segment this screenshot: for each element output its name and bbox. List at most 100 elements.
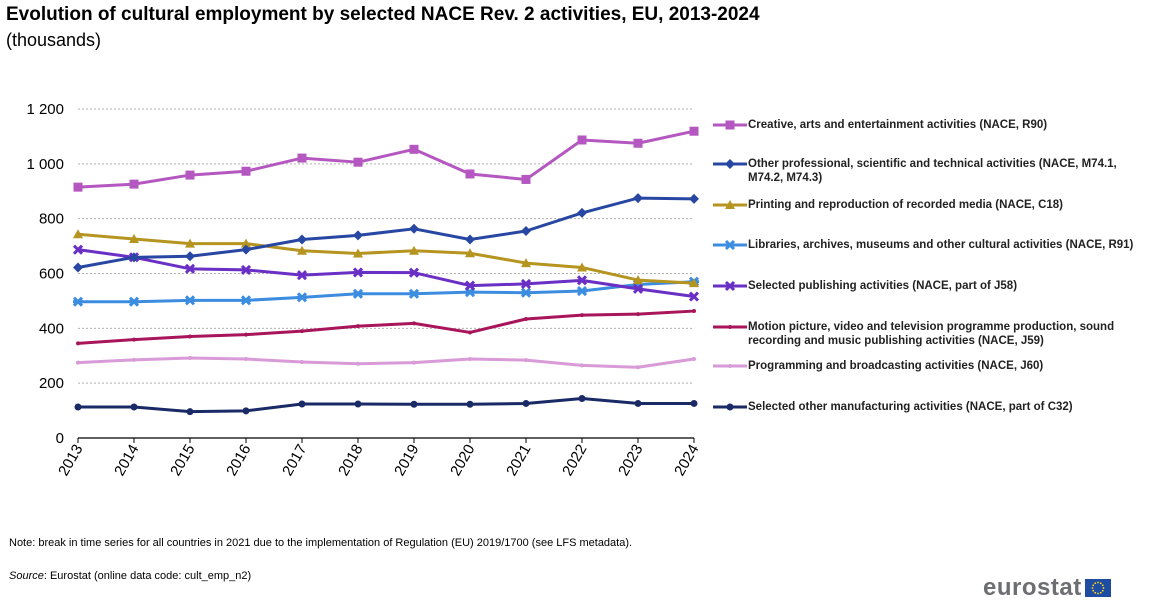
legend-marker: [726, 403, 734, 411]
x-tick-label: 2013: [55, 442, 86, 479]
data-point: [296, 270, 308, 281]
legend-item: Motion picture, video and television pro…: [712, 320, 1138, 348]
legend-marker: [725, 159, 735, 169]
legend-label: Selected other manufacturing activities …: [748, 401, 1073, 413]
data-point: [132, 337, 136, 342]
data-point: [297, 234, 307, 245]
data-point: [689, 193, 699, 204]
data-point: [465, 169, 475, 179]
data-point: [412, 360, 416, 365]
x-tick-label: 2019: [391, 442, 422, 479]
legend-marker: [724, 239, 736, 251]
flag-star: [1102, 587, 1105, 589]
data-point: [524, 358, 528, 363]
data-point: [636, 365, 640, 370]
source-label: Source: [9, 570, 44, 582]
data-point: [184, 295, 196, 306]
data-point: [188, 355, 192, 360]
data-point: [242, 407, 250, 415]
data-point: [129, 252, 139, 263]
data-point: [240, 295, 252, 306]
data-point: [73, 262, 83, 273]
y-axis-ticks: 0 200 400 600 800 1 000 1 200: [26, 101, 64, 447]
legend-item: Selected other manufacturing activities …: [712, 400, 1138, 414]
x-tick-label: 2014: [111, 442, 142, 479]
data-point: [578, 395, 586, 403]
chart-title: Evolution of cultural employment by sele…: [6, 4, 760, 25]
data-point: [409, 144, 419, 154]
data-point: [689, 126, 699, 136]
y-tick-label: 0: [56, 430, 64, 447]
data-point: [129, 233, 139, 243]
data-point: [580, 313, 584, 318]
series-7: [76, 355, 696, 370]
data-point: [297, 245, 307, 255]
series-8: [74, 395, 698, 416]
series-4: [72, 276, 700, 307]
data-point: [576, 275, 588, 286]
data-point: [689, 278, 699, 288]
chart-subtitle: (thousands): [6, 30, 102, 50]
data-point: [129, 179, 139, 189]
data-point: [577, 135, 587, 145]
data-point: [244, 332, 248, 337]
data-point: [468, 357, 472, 362]
series-6: [76, 309, 696, 346]
data-point: [132, 357, 136, 362]
legend-swatch-icon: [712, 279, 748, 293]
series-5: [72, 244, 700, 302]
flag-star: [1096, 581, 1099, 584]
data-point: [184, 263, 196, 274]
data-point: [409, 223, 419, 234]
data-point: [692, 309, 696, 314]
data-point: [130, 403, 138, 411]
legend-marker: [725, 200, 735, 209]
data-point: [241, 244, 251, 255]
data-point: [186, 408, 194, 416]
flag-star: [1101, 589, 1104, 592]
flag-star: [1094, 582, 1096, 585]
legend-swatch-icon: [712, 400, 748, 414]
data-point: [580, 363, 584, 368]
legend-swatch-icon: [712, 118, 748, 132]
data-point: [353, 248, 363, 258]
legend-swatch-icon: [712, 238, 748, 252]
flag-star: [1091, 587, 1094, 589]
data-point: [464, 280, 476, 291]
data-point: [408, 267, 420, 278]
data-point: [76, 360, 80, 365]
data-point: [298, 400, 306, 408]
legend-swatch-icon: [712, 359, 748, 373]
x-tick-label: 2021: [503, 442, 534, 479]
data-point: [524, 317, 528, 322]
data-point: [410, 400, 418, 408]
gridlines: [78, 108, 694, 384]
legend-label: Motion picture, video and television pro…: [748, 321, 1115, 347]
data-point: [409, 245, 419, 255]
y-tick-label: 800: [39, 211, 64, 228]
data-point: [356, 361, 360, 366]
y-tick-label: 400: [39, 320, 64, 337]
data-point: [296, 292, 308, 303]
data-point: [636, 312, 640, 317]
data-point: [465, 248, 475, 258]
legend-label: Other professional, scientific and techn…: [748, 158, 1117, 184]
x-axis: 2013 2014 2015 2016 2017 2018 2019 2020 2021 2022…: [55, 437, 702, 479]
data-point: [297, 153, 307, 163]
series-3: [73, 229, 699, 288]
data-point: [73, 182, 83, 192]
legend-swatch-icon: [712, 320, 748, 334]
legend-swatch-icon: [712, 157, 748, 171]
data-point: [692, 357, 696, 362]
flag-star: [1092, 589, 1094, 592]
data-point: [241, 238, 251, 248]
data-point: [300, 360, 304, 365]
data-point: [72, 244, 84, 255]
data-point: [520, 287, 532, 298]
data-point: [356, 324, 360, 329]
data-point: [522, 399, 530, 407]
data-point: [353, 157, 363, 167]
legend-marker: [724, 280, 736, 292]
data-point: [634, 399, 642, 407]
legend-label: Programming and broadcasting activities …: [748, 360, 1044, 372]
